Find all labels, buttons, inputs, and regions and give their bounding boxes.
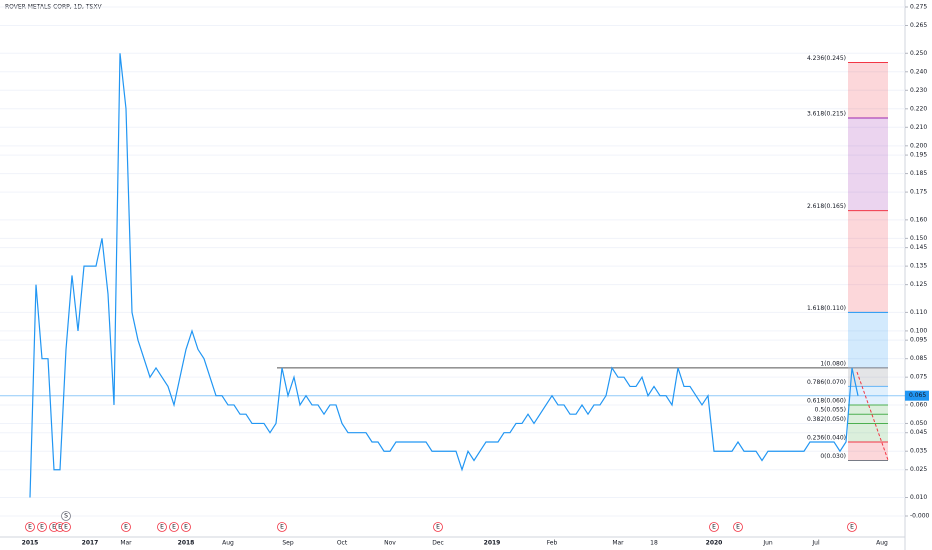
y-tick-label: 0.145 bbox=[910, 244, 927, 251]
event-marker bbox=[121, 522, 131, 532]
event-label: E bbox=[40, 524, 44, 531]
y-tick-label: 0.210 bbox=[910, 124, 927, 131]
fib-label: 4.236(0.245) bbox=[807, 55, 846, 62]
event-marker bbox=[37, 522, 47, 532]
y-tick-label: 0.125 bbox=[910, 281, 927, 288]
y-tick-label: 0.195 bbox=[910, 152, 927, 159]
fib-band bbox=[848, 404, 888, 415]
y-tick-label: 0.185 bbox=[910, 170, 927, 177]
event-marker bbox=[181, 522, 191, 532]
y-tick-label: 0.110 bbox=[910, 309, 927, 316]
event-marker bbox=[61, 522, 71, 532]
y-tick-label: 0.220 bbox=[910, 105, 927, 112]
event-label: E bbox=[280, 524, 284, 531]
fib-label: 0.382(0.050) bbox=[807, 416, 846, 423]
x-tick-label: 2015 bbox=[22, 540, 39, 547]
y-tick-label: 0.200 bbox=[910, 142, 927, 149]
x-tick-label: 2019 bbox=[484, 540, 501, 547]
event-label: E bbox=[160, 524, 164, 531]
y-tick-label: 0.230 bbox=[910, 87, 927, 94]
y-tick-label: 0.075 bbox=[910, 374, 927, 381]
y-tick-label: 0.095 bbox=[910, 337, 927, 344]
fib-band bbox=[848, 423, 888, 442]
y-tick-label: 0.135 bbox=[910, 263, 927, 270]
event-marker bbox=[25, 522, 35, 532]
fib-label: 0.786(0.070) bbox=[807, 379, 846, 386]
event-label: E bbox=[736, 524, 740, 531]
x-tick-label: 18 bbox=[650, 540, 658, 547]
event-label: E bbox=[184, 524, 188, 531]
y-tick-label: 0.025 bbox=[910, 466, 927, 473]
event-marker bbox=[157, 522, 167, 532]
x-tick-label: Aug bbox=[876, 540, 888, 547]
fib-band bbox=[848, 62, 888, 119]
y-tick-label: -0.000 bbox=[910, 513, 930, 520]
y-tick-label: 0.160 bbox=[910, 216, 927, 223]
x-tick-label: Feb bbox=[547, 540, 558, 547]
x-tick-label: Sep bbox=[282, 540, 294, 547]
last-price-label: 0.065 bbox=[909, 392, 926, 399]
x-tick-label: Mar bbox=[612, 540, 624, 547]
fib-label: 0(0.030) bbox=[820, 453, 846, 460]
y-tick-label: 0.100 bbox=[910, 327, 927, 334]
fib-band bbox=[848, 118, 888, 211]
y-tick-label: 0.250 bbox=[910, 50, 927, 57]
x-tick-label: Mar bbox=[120, 540, 132, 547]
x-tick-label: Oct bbox=[337, 540, 348, 547]
y-tick-label: 0.060 bbox=[910, 401, 927, 408]
event-label: E bbox=[172, 524, 176, 531]
event-marker bbox=[433, 522, 443, 532]
event-label: E bbox=[850, 524, 854, 531]
event-label: E bbox=[58, 524, 62, 531]
event-marker bbox=[169, 522, 179, 532]
fib-label: 0.236(0.040) bbox=[807, 434, 846, 441]
fib-band bbox=[848, 312, 888, 368]
fib-band bbox=[848, 367, 888, 387]
event-label: E bbox=[52, 524, 56, 531]
fib-label: 1.618(0.110) bbox=[807, 305, 846, 312]
event-marker bbox=[709, 522, 719, 532]
fib-label: 3.618(0.215) bbox=[807, 111, 846, 118]
fib-label: 2.618(0.165) bbox=[807, 203, 846, 210]
projection bbox=[856, 371, 889, 461]
y-tick-label: 0.010 bbox=[910, 494, 927, 501]
fib-label: 0.5(0.055) bbox=[815, 407, 846, 414]
fib-band bbox=[848, 414, 888, 424]
event-label: E bbox=[28, 524, 32, 531]
x-tick-label: Dec bbox=[432, 540, 444, 547]
event-label: S bbox=[64, 513, 68, 520]
event-label: E bbox=[436, 524, 440, 531]
last-price-badge bbox=[905, 390, 929, 401]
fib-band bbox=[848, 210, 888, 313]
y-tick-label: 0.050 bbox=[910, 420, 927, 427]
x-tick-label: Jun bbox=[762, 540, 773, 547]
event-label: E bbox=[124, 524, 128, 531]
fib-label: 0.618(0.060) bbox=[807, 397, 846, 404]
y-tick-label: 0.035 bbox=[910, 448, 927, 455]
event-marker bbox=[277, 522, 287, 532]
y-tick-label: 0.265 bbox=[910, 22, 927, 29]
y-tick-label: 0.085 bbox=[910, 355, 927, 362]
x-tick-label: 2018 bbox=[178, 540, 195, 547]
y-tick-label: 0.150 bbox=[910, 235, 927, 242]
x-tick-label: 2017 bbox=[82, 540, 99, 547]
y-tick-label: 0.045 bbox=[910, 429, 927, 436]
fib-label: 1(0.080) bbox=[820, 360, 846, 367]
x-tick-label: Aug bbox=[222, 540, 234, 547]
event-label: E bbox=[64, 524, 68, 531]
y-tick-label: 0.240 bbox=[910, 68, 927, 75]
price-line bbox=[29, 53, 859, 498]
fib-band bbox=[848, 441, 888, 461]
x-tick-label: Nov bbox=[384, 540, 396, 547]
x-tick-label: 2020 bbox=[706, 540, 723, 547]
event-marker bbox=[847, 522, 857, 532]
y-tick-label: 0.275 bbox=[910, 4, 927, 11]
event-marker bbox=[61, 511, 71, 521]
event-marker bbox=[733, 522, 743, 532]
event-label: E bbox=[712, 524, 716, 531]
y-tick-label: 0.175 bbox=[910, 189, 927, 196]
x-tick-label: Jul bbox=[811, 540, 820, 547]
